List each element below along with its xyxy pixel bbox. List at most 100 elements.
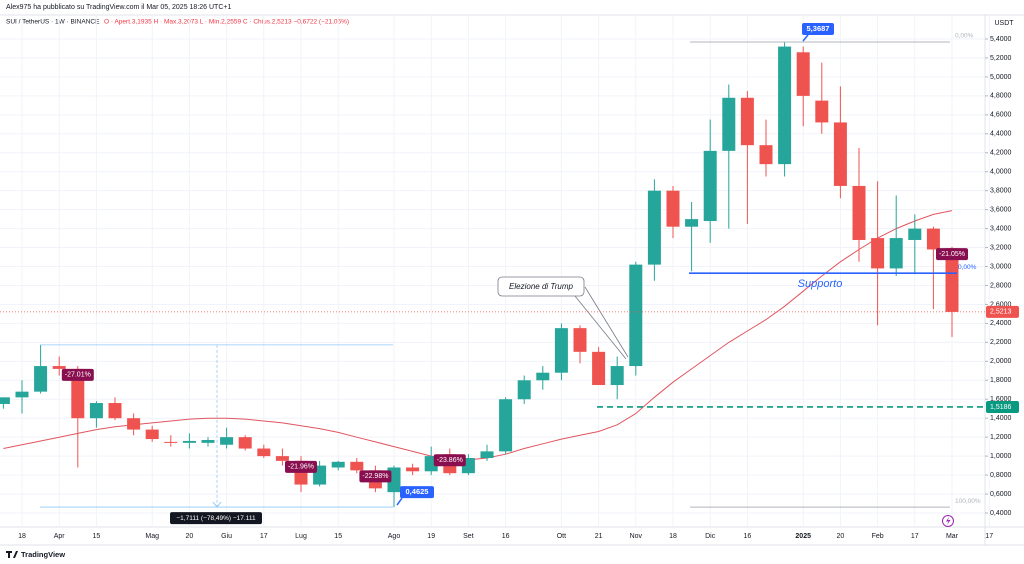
candle-body bbox=[610, 366, 624, 386]
alert-circle[interactable] bbox=[942, 515, 954, 527]
candle-body bbox=[573, 328, 587, 352]
x-tick-label: 16 bbox=[502, 533, 510, 540]
y-tick-label: 4,2000 bbox=[990, 150, 1012, 157]
candle-body bbox=[629, 264, 643, 367]
y-tick-label: 2,8000 bbox=[990, 282, 1012, 289]
candle-body bbox=[220, 437, 234, 445]
candle-body bbox=[852, 185, 866, 240]
measure-tool: −1,7111 (−78,49%) −17.111 bbox=[40, 344, 393, 525]
candle-body bbox=[778, 46, 792, 165]
moving-average bbox=[3, 210, 953, 461]
brand-logo bbox=[6, 551, 18, 558]
x-tick-label: 17 bbox=[260, 533, 268, 540]
x-tick-label: 20 bbox=[837, 533, 845, 540]
currency: USDT bbox=[994, 20, 1014, 27]
candle-body bbox=[108, 403, 122, 419]
x-tick-label: 17 bbox=[911, 533, 919, 540]
change-tag bbox=[359, 470, 392, 483]
brand-name: TradingView bbox=[21, 550, 65, 559]
low-tag-label: 0,4625 bbox=[406, 487, 429, 496]
x-tick-label: Mag bbox=[145, 533, 159, 540]
change-tag bbox=[936, 248, 968, 261]
candle-body bbox=[0, 397, 10, 404]
y-tick-label: 1,0000 bbox=[990, 453, 1012, 460]
change-tag-label: -21.05% bbox=[939, 251, 965, 258]
plot-layer bbox=[0, 15, 990, 527]
y-tick-label: 2,4000 bbox=[990, 320, 1012, 327]
candle-body bbox=[926, 228, 940, 250]
candle-body bbox=[666, 190, 680, 227]
alert-bolt[interactable] bbox=[946, 517, 951, 525]
measure-box bbox=[170, 512, 262, 525]
candle-body bbox=[34, 366, 48, 392]
callout-pointer bbox=[574, 295, 627, 360]
candle-body bbox=[740, 97, 754, 146]
last-price-label: 2,5213 bbox=[990, 309, 1012, 316]
y-tick-label: 0,6000 bbox=[990, 491, 1012, 498]
y-tick-label: 2,0000 bbox=[990, 358, 1012, 365]
candle-body bbox=[759, 145, 773, 165]
y-tick-label: 4,6000 bbox=[990, 112, 1012, 119]
change-tag-label: -23.86% bbox=[437, 457, 463, 464]
y-tick-label: 5,4000 bbox=[990, 36, 1012, 43]
x-tick-label: 18 bbox=[669, 533, 677, 540]
y-tick-label: 3,2000 bbox=[990, 244, 1012, 251]
x-tick-label: 17 bbox=[985, 533, 993, 540]
y-tick-label: 2,2000 bbox=[990, 339, 1012, 346]
callout-box bbox=[497, 276, 585, 297]
candle-body bbox=[89, 403, 103, 419]
candle-body bbox=[554, 328, 568, 373]
candle-body bbox=[257, 448, 271, 457]
fib-label: 0,00% bbox=[955, 33, 974, 40]
candle-body bbox=[15, 391, 29, 398]
y-tick-label: 2,6000 bbox=[990, 301, 1012, 308]
candle-body bbox=[331, 461, 345, 468]
fib-label: 100,00% bbox=[955, 498, 981, 505]
y-tick-label: 3,0000 bbox=[990, 263, 1012, 270]
y-tick-label: 4,0000 bbox=[990, 169, 1012, 176]
x-tick-label: 20 bbox=[186, 533, 194, 540]
x-tick-label: 18 bbox=[18, 533, 26, 540]
candle-body bbox=[833, 122, 847, 186]
x-tick-label: Giu bbox=[221, 533, 232, 540]
alert-icon[interactable] bbox=[942, 515, 954, 527]
low-tag bbox=[400, 486, 434, 499]
candle-body bbox=[722, 97, 736, 151]
y-tick-label: 3,4000 bbox=[990, 225, 1012, 232]
candle-body bbox=[238, 437, 252, 449]
candle-body bbox=[201, 440, 215, 443]
candle-body bbox=[536, 372, 550, 381]
y-tick-label: 3,8000 bbox=[990, 188, 1012, 195]
x-tick-label: Ago bbox=[388, 533, 401, 540]
candle-body bbox=[275, 456, 289, 461]
y-tick-label: 1,4000 bbox=[990, 415, 1012, 422]
candle-body bbox=[480, 451, 494, 459]
y-tick-label: 1,2000 bbox=[990, 434, 1012, 441]
candle-body bbox=[164, 441, 178, 443]
x-tick-label: Nov bbox=[630, 533, 643, 540]
change-tag bbox=[285, 460, 317, 473]
y-tick-label: 3,6000 bbox=[990, 206, 1012, 213]
symbol: SUI / TetherUS · 1W · BINANCE bbox=[6, 19, 100, 26]
y-tick-label: 5,2000 bbox=[990, 55, 1012, 62]
y-tick-label: 0,4000 bbox=[990, 510, 1012, 517]
y-tick-label: 5,0000 bbox=[990, 74, 1012, 81]
measure-arrow bbox=[212, 501, 222, 508]
candle-body bbox=[908, 228, 922, 240]
x-tick-label: 16 bbox=[744, 533, 752, 540]
y-tick-label: 4,8000 bbox=[990, 93, 1012, 100]
change-tag-label: -27.01% bbox=[65, 372, 91, 379]
brand: TradingView bbox=[6, 550, 65, 559]
candle-body bbox=[889, 238, 903, 269]
candle-body bbox=[127, 418, 141, 430]
candle-body bbox=[499, 399, 513, 452]
candle-body bbox=[647, 190, 661, 265]
y-tick-label: 1,8000 bbox=[990, 377, 1012, 384]
change-tag-label: -22.98% bbox=[362, 473, 388, 480]
x-tick-label: 2025 bbox=[795, 533, 811, 540]
candle-body bbox=[182, 440, 196, 443]
candle-body bbox=[815, 100, 829, 123]
y-tick-label: 0,8000 bbox=[990, 472, 1012, 479]
green-level-tag bbox=[986, 400, 1019, 413]
